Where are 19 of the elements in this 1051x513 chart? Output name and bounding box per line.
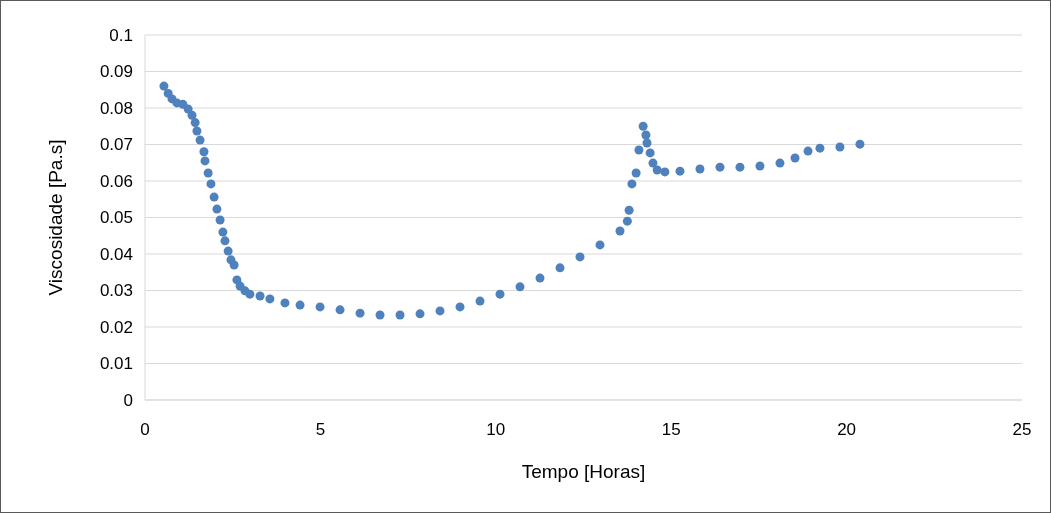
y-tick-label: 0.08 [99, 98, 133, 118]
y-tick-label: 0.07 [99, 135, 133, 155]
y-axis-title: Viscosidade [Pa.s] [45, 139, 66, 296]
x-tick-label: 15 [661, 420, 681, 439]
x-tick-label: 10 [486, 420, 506, 439]
y-tick-label: 0.02 [99, 317, 133, 337]
y-tick-label: 0.03 [99, 281, 133, 301]
y-tick-label: 0.06 [99, 171, 133, 191]
y-tick-label: 0.01 [99, 354, 133, 374]
x-axis-title: Tempo [Horas] [521, 461, 646, 482]
y-tick-label: 0.1 [109, 25, 133, 45]
y-tick-label: 0.04 [99, 244, 133, 264]
x-tick-label: 25 [1012, 420, 1032, 439]
x-tick-label: 5 [315, 420, 326, 439]
x-tick-label: 20 [837, 420, 857, 439]
x-tick-label: 0 [140, 420, 150, 439]
y-tick-label: 0.09 [99, 62, 133, 82]
y-tick-label: 0.05 [99, 208, 133, 228]
y-tick-label: 0 [123, 390, 133, 410]
